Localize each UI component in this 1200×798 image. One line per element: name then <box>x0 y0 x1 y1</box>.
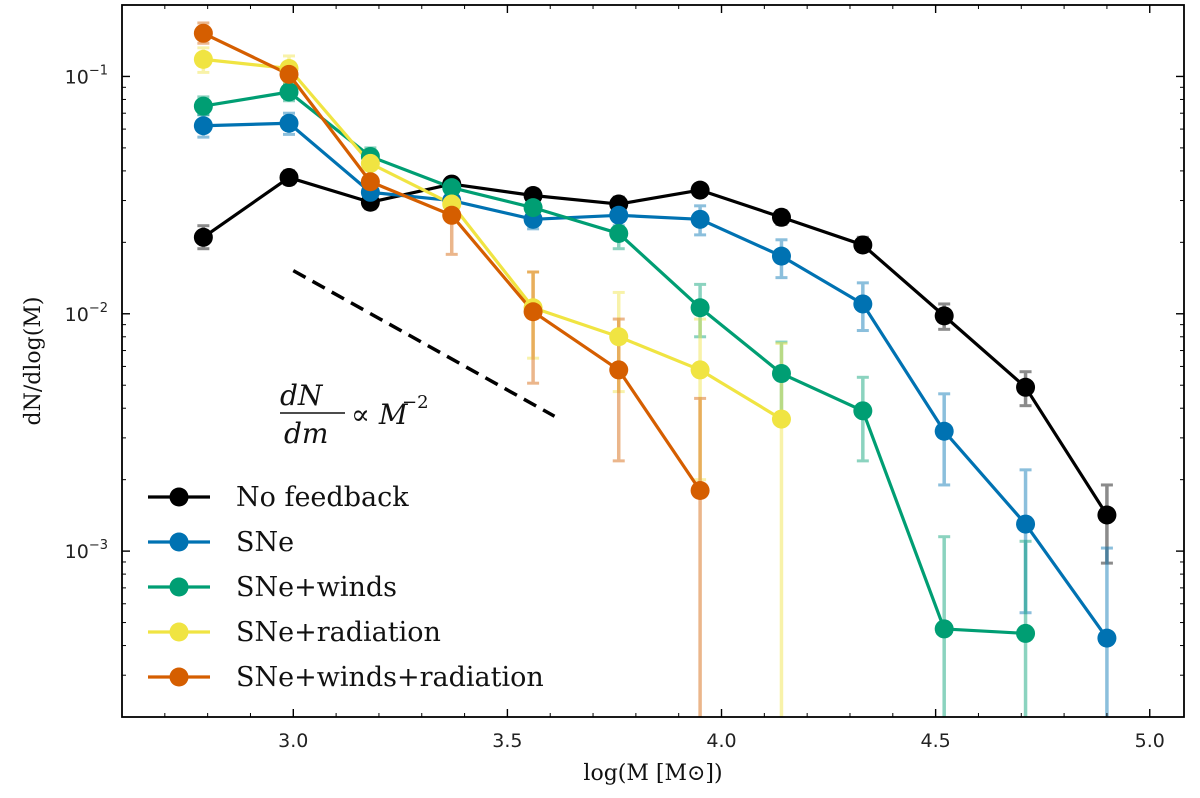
data-point-sne-winds <box>609 223 629 243</box>
data-point-sne-winds-radiation <box>609 360 629 380</box>
legend: No feedback SNe SNe+winds SNe+radiation SNe+… <box>148 482 544 693</box>
y-tick-label: 10−3 <box>65 538 108 563</box>
data-point-sne <box>771 246 791 266</box>
legend-label: SNe <box>236 527 294 558</box>
data-point-sne-winds <box>934 619 954 639</box>
errorbar-sne-radiation <box>775 341 788 717</box>
x-tick-label: 3.5 <box>492 730 522 752</box>
errorbar-sne-winds-radiation <box>694 396 707 717</box>
series-line-sne-radiation <box>203 57 783 421</box>
legend-swatch-marker <box>169 532 189 552</box>
legend-swatch-marker <box>169 487 189 507</box>
data-point-sne-winds <box>523 198 543 218</box>
legend-swatch-marker <box>169 667 189 687</box>
data-point-sne-radiation <box>609 327 629 347</box>
data-point-sne-winds-radiation <box>360 172 380 192</box>
data-point-no-feedback <box>853 235 873 255</box>
data-point-sne <box>609 205 629 225</box>
legend-item-sne-winds-radiation: SNe+winds+radiation <box>148 662 544 693</box>
data-point-no-feedback <box>1016 377 1036 397</box>
slope-reference-line <box>292 269 556 418</box>
series-line-sne-winds-radiation <box>202 31 702 492</box>
data-point-sne-winds-radiation <box>523 302 543 322</box>
y-axis-label: dN/dlog(M) <box>21 297 46 426</box>
series-line-no-feedback <box>202 175 1109 516</box>
data-point-sne-winds <box>690 298 710 318</box>
y-tick-label: 10−1 <box>65 63 108 88</box>
data-point-sne-winds <box>771 364 791 384</box>
series-line-layer <box>202 31 1109 640</box>
data-point-sne <box>1016 514 1036 534</box>
x-tick-label: 4.5 <box>921 730 951 752</box>
axes-layer: 3.0 3.5 4.0 4.5 5.0 10−3 10−2 10−1 <box>65 4 1184 752</box>
data-point-sne <box>193 116 213 136</box>
data-point-sne-radiation <box>771 409 791 429</box>
x-tick-label: 5.0 <box>1135 730 1165 752</box>
data-point-sne-winds-radiation <box>442 205 462 225</box>
data-point-no-feedback <box>934 306 954 326</box>
x-tick-label: 4.0 <box>706 730 736 752</box>
legend-item-sne-radiation: SNe+radiation <box>148 617 441 648</box>
errorbar-sne <box>1019 468 1032 615</box>
data-point-sne-radiation <box>690 360 710 380</box>
slope-relation: ∝ M <box>351 398 409 431</box>
legend-label: SNe+winds <box>236 572 397 603</box>
plot-frame <box>121 4 1185 718</box>
data-point-no-feedback <box>690 180 710 200</box>
data-point-sne-radiation <box>360 153 380 173</box>
data-point-sne-winds <box>853 401 873 421</box>
errorbar-sne-winds-radiation <box>527 270 540 385</box>
data-point-sne-winds <box>193 96 213 116</box>
slope-annotation: dN dm ∝ M −2 <box>280 269 556 450</box>
legend-item-sne: SNe <box>148 527 294 558</box>
data-point-sne-winds <box>442 178 462 198</box>
data-point-sne <box>279 113 299 133</box>
legend-item-sne-winds: SNe+winds <box>148 572 397 603</box>
data-point-sne <box>853 294 873 314</box>
data-point-sne <box>690 209 710 229</box>
legend-label: SNe+radiation <box>236 617 441 648</box>
slope-exponent: −2 <box>402 392 429 413</box>
legend-item-no-feedback: No feedback <box>148 482 409 513</box>
legend-label: SNe+winds+radiation <box>236 662 544 693</box>
legend-label: No feedback <box>236 482 409 513</box>
x-axis-label: log(M [M⊙]) <box>583 761 722 786</box>
data-point-sne-winds-radiation <box>690 481 710 501</box>
data-point-sne-winds-radiation <box>279 64 299 84</box>
data-point-sne-winds <box>1016 623 1036 643</box>
data-point-no-feedback <box>193 227 213 247</box>
slope-numerator: dN <box>280 379 324 412</box>
data-point-sne-winds <box>279 82 299 102</box>
data-point-sne <box>934 421 954 441</box>
y-tick-label: 10−2 <box>65 301 108 326</box>
data-point-sne-radiation <box>193 49 213 69</box>
data-point-no-feedback <box>279 168 299 188</box>
errorbar-sne-radiation <box>694 317 707 482</box>
data-point-no-feedback <box>771 207 791 227</box>
data-point-sne <box>1097 628 1117 648</box>
legend-swatch-marker <box>169 622 189 642</box>
slope-denominator: dm <box>284 417 328 450</box>
data-point-sne-winds-radiation <box>193 23 213 43</box>
data-point-layer <box>193 23 1117 648</box>
legend-swatch-marker <box>169 577 189 597</box>
data-point-no-feedback <box>1097 505 1117 525</box>
series-line-sne <box>203 121 1109 640</box>
x-tick-label: 3.0 <box>278 730 308 752</box>
